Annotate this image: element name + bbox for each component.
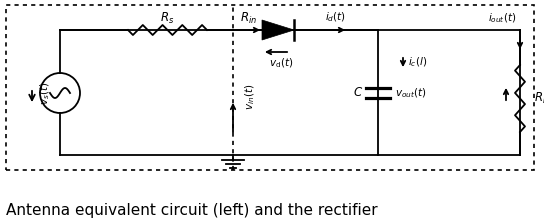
Text: $R_L$: $R_L$ bbox=[534, 91, 544, 106]
Text: $R_{in}$: $R_{in}$ bbox=[240, 10, 257, 26]
Text: $i_d(t)$: $i_d(t)$ bbox=[325, 10, 347, 24]
Text: $R_s$: $R_s$ bbox=[160, 10, 175, 26]
Text: Antenna equivalent circuit (left) and the rectifier: Antenna equivalent circuit (left) and th… bbox=[6, 203, 382, 218]
Text: $C$: $C$ bbox=[353, 87, 363, 99]
Text: $v_{out}(t)$: $v_{out}(t)$ bbox=[395, 86, 426, 100]
Text: $v_{in}(t)$: $v_{in}(t)$ bbox=[243, 84, 257, 110]
Polygon shape bbox=[262, 20, 294, 40]
Text: $v_s(t)$: $v_s(t)$ bbox=[38, 81, 52, 105]
Bar bbox=[6, 5, 534, 170]
Text: $i_c(l)$: $i_c(l)$ bbox=[408, 55, 427, 69]
Text: $v_{\mathrm{d}}(t)$: $v_{\mathrm{d}}(t)$ bbox=[269, 56, 293, 70]
Text: $i_{out}(t)$: $i_{out}(t)$ bbox=[488, 11, 516, 25]
